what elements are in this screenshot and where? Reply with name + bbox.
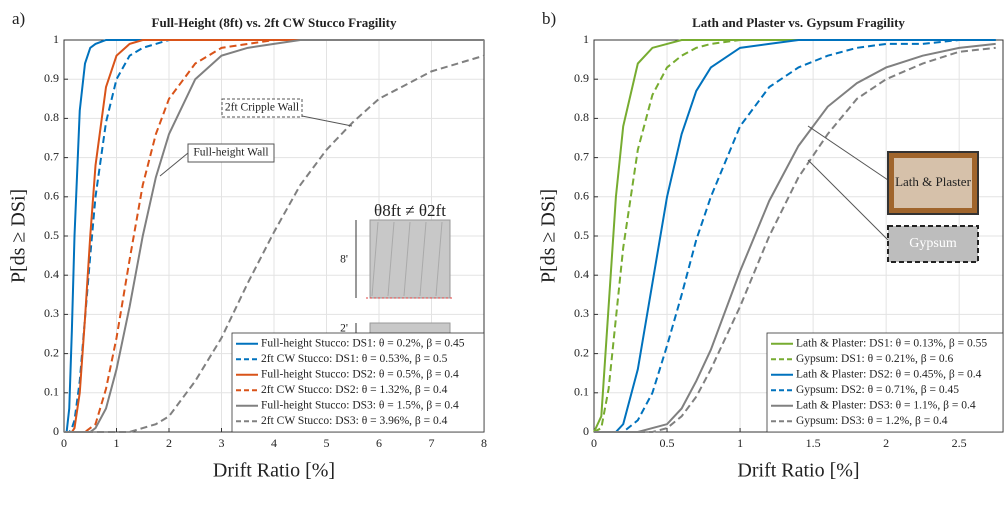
photo-texture [894, 158, 972, 208]
y-tick-label: 0.3 [44, 306, 59, 320]
x-tick-label: 1 [737, 436, 743, 450]
y-tick-label: 0 [583, 424, 589, 438]
series-line [594, 46, 996, 433]
x-tick-label: 8 [481, 436, 487, 450]
y-tick-label: 0.7 [574, 149, 589, 163]
leader-line [807, 125, 889, 181]
x-tick-label: 0 [591, 436, 597, 450]
y-tick-label: 0.6 [574, 189, 589, 203]
y-tick-label: 1 [583, 32, 589, 46]
series-line [64, 39, 484, 433]
wall-stud [403, 221, 411, 297]
wall-stud [419, 221, 427, 297]
y-axis-label: P[ds ≥ DSi] [538, 189, 560, 283]
panel-label: a) [12, 9, 25, 28]
callout-box [221, 98, 303, 118]
legend-label: Gypsum: DS3: θ = 1.2%, β = 0.4 [796, 415, 948, 427]
x-tick-label: 2 [883, 436, 889, 450]
y-tick-label: 0.7 [44, 149, 59, 163]
y-axis-label: P[ds ≥ DSi] [8, 189, 30, 283]
y-tick-label: 0.1 [574, 385, 589, 399]
legend-label: Lath & Plaster: DS2: θ = 0.45%, β = 0.4 [796, 368, 982, 380]
y-tick-label: 0.4 [574, 267, 589, 281]
y-tick-label: 0.3 [574, 306, 589, 320]
legend-label: Lath & Plaster: DS1: θ = 0.13%, β = 0.55 [796, 337, 987, 349]
y-tick-label: 0.6 [44, 189, 59, 203]
x-tick-label: 1.5 [806, 436, 821, 450]
chart-title: Lath and Plaster vs. Gypsum Fragility [692, 15, 905, 30]
annotation: Full-height Wall [193, 147, 268, 159]
legend-label: Gypsum: DS1: θ = 0.21%, β = 0.6 [796, 353, 953, 365]
leader-line [159, 152, 189, 177]
x-tick-label: 0.5 [660, 436, 675, 450]
legend-label: Full-height Stucco: DS2: θ = 0.5%, β = 0… [261, 368, 459, 380]
y-tick-label: 0.8 [574, 110, 589, 124]
y-tick-label: 0.2 [574, 345, 589, 359]
x-tick-label: 2 [166, 436, 172, 450]
series-line [594, 39, 996, 433]
series-line [64, 39, 484, 433]
leader-line [301, 115, 353, 127]
annotation: 2ft Cripple Wall [225, 102, 299, 114]
x-tick-label: 5 [324, 436, 330, 450]
legend-box [766, 332, 1004, 433]
x-tick-label: 4 [271, 436, 277, 450]
legend-box [231, 332, 485, 433]
y-tick-label: 0.1 [44, 385, 59, 399]
y-tick-label: 0.9 [574, 71, 589, 85]
annotation: θ8ft ≠ θ2ft [374, 201, 446, 220]
chart-title: Full-Height (8ft) vs. 2ft CW Stucco Frag… [152, 15, 397, 30]
y-tick-label: 0.9 [44, 71, 59, 85]
panel-label: b) [542, 9, 556, 28]
y-tick-label: 0 [53, 424, 59, 438]
legend-label: Gypsum: DS2: θ = 0.71%, β = 0.45 [796, 384, 959, 396]
legend-label: 2ft CW Stucco: DS2: θ = 1.32%, β = 0.4 [261, 384, 448, 396]
series-line [64, 54, 485, 433]
x-tick-label: 0 [61, 436, 67, 450]
legend-label: Lath & Plaster: DS3: θ = 1.1%, β = 0.4 [796, 399, 976, 411]
x-tick-label: 3 [219, 436, 225, 450]
wall-stud [435, 221, 443, 297]
x-tick-label: 1 [114, 436, 120, 450]
x-tick-label: 2.5 [952, 436, 967, 450]
y-tick-label: 0.8 [44, 110, 59, 124]
wall-stud [387, 221, 395, 297]
legend-label: 2ft CW Stucco: DS3: θ = 3.96%, β = 0.4 [261, 415, 448, 427]
leader-line [807, 159, 889, 241]
annotation: Lath & Plaster [895, 174, 971, 189]
wall-diagram [369, 219, 451, 299]
legend-label: Full-height Stucco: DS1: θ = 0.2%, β = 0… [261, 337, 465, 349]
annotation: Gypsum [909, 236, 957, 251]
y-tick-label: 0.5 [44, 228, 59, 242]
x-axis-label: Drift Ratio [%] [213, 460, 335, 482]
legend-label: 2ft CW Stucco: DS1: θ = 0.53%, β = 0.5 [261, 353, 448, 365]
x-axis-label: Drift Ratio [%] [737, 460, 859, 482]
x-tick-label: 7 [429, 436, 435, 450]
annotation: 8' [340, 254, 348, 266]
wall-stud [371, 221, 379, 297]
photo-box [887, 225, 979, 263]
legend-label: Full-height Stucco: DS3: θ = 1.5%, β = 0… [261, 399, 459, 411]
y-tick-label: 1 [53, 32, 59, 46]
x-tick-label: 6 [376, 436, 382, 450]
y-tick-label: 0.2 [44, 345, 59, 359]
annotation: 2' [340, 323, 348, 335]
y-tick-label: 0.5 [574, 228, 589, 242]
y-tick-label: 0.4 [44, 267, 59, 281]
